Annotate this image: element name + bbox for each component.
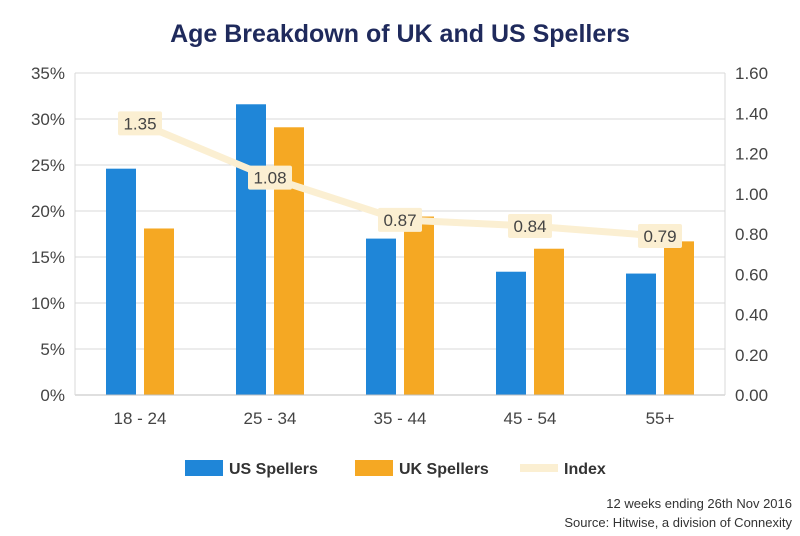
index-label-box — [378, 207, 422, 232]
index-data-label: 0.84 — [513, 217, 546, 236]
axes: 0% 5% 10% 15% 20% 25% 30% 35% 0.00 0.20 0.40 0.60 0.… — [31, 64, 768, 428]
note-source: Source: Hitwise, a division of Connexity — [564, 515, 792, 530]
index-data-label: 1.08 — [253, 169, 286, 188]
y-left-tick-label: 0% — [40, 386, 65, 405]
bar-us-spellers-55 — [626, 273, 656, 395]
legend-label-us-spellers: US Spellers — [229, 461, 318, 478]
bar-us-spellers-25-34 — [236, 104, 266, 395]
y-right-tick-label: 1.60 — [735, 64, 768, 83]
index-label-box — [508, 213, 552, 238]
y-left-tick-label: 15% — [31, 248, 65, 267]
y-right-tick-label: 1.20 — [735, 145, 768, 164]
bar-us-spellers-18-24 — [106, 168, 136, 395]
note-period: 12 weeks ending 26th Nov 2016 — [606, 496, 792, 511]
index-data-label: 0.87 — [383, 211, 416, 230]
index-label-box — [638, 224, 682, 249]
legend-swatch-uk-spellers — [355, 460, 393, 476]
y-right-tick-label: 0.80 — [735, 225, 768, 244]
x-tick-label: 35 - 44 — [374, 409, 427, 428]
index-label-box — [118, 111, 162, 136]
legend-label-uk-spellers: UK Spellers — [399, 461, 489, 478]
legend-swatch-us-spellers — [185, 460, 223, 476]
bars — [106, 104, 694, 395]
legend-swatch-index — [520, 464, 558, 472]
chart-title: Age Breakdown of UK and US Spellers — [170, 20, 630, 48]
bar-us-spellers-35-44 — [366, 238, 396, 395]
bar-uk-spellers-18-24 — [144, 228, 174, 395]
index-data-label: 0.79 — [643, 227, 676, 246]
legend-label-index: Index — [564, 461, 606, 478]
x-tick-label: 25 - 34 — [244, 409, 297, 428]
x-tick-label: 18 - 24 — [114, 409, 167, 428]
y-right-tick-label: 1.40 — [735, 104, 768, 123]
y-left-tick-label: 5% — [40, 340, 65, 359]
y-right-tick-label: 0.00 — [735, 386, 768, 405]
y-left-tick-label: 35% — [31, 64, 65, 83]
bar-uk-spellers-55 — [664, 241, 694, 395]
x-tick-label: 55+ — [646, 409, 675, 428]
bar-us-spellers-45-54 — [496, 271, 526, 395]
bar-uk-spellers-35-44 — [404, 216, 434, 395]
bar-uk-spellers-45-54 — [534, 248, 564, 395]
y-left-tick-label: 25% — [31, 156, 65, 175]
y-left-tick-label: 10% — [31, 294, 65, 313]
y-right-tick-label: 0.60 — [735, 265, 768, 284]
y-right-tick-label: 1.00 — [735, 185, 768, 204]
y-left-tick-label: 30% — [31, 110, 65, 129]
x-tick-label: 45 - 54 — [504, 409, 557, 428]
y-left-tick-label: 20% — [31, 202, 65, 221]
index-line-group: 1.35 1.08 0.87 0.84 0.79 — [118, 111, 682, 249]
index-label-box — [248, 165, 292, 190]
y-right-tick-label: 0.20 — [735, 346, 768, 365]
index-data-label: 1.35 — [123, 114, 156, 133]
legend: US Spellers UK Spellers Index — [185, 460, 606, 478]
y-right-tick-label: 0.40 — [735, 306, 768, 325]
